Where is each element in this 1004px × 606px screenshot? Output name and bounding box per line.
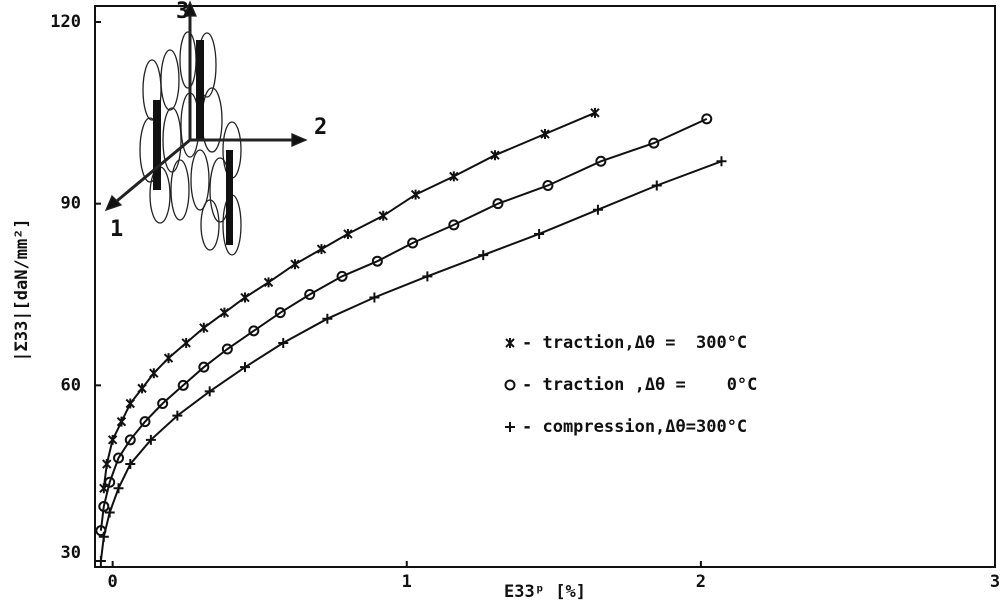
marker <box>157 398 169 409</box>
marker <box>492 198 504 210</box>
marker <box>595 155 607 167</box>
marker <box>124 434 136 446</box>
series-line <box>99 160 722 562</box>
inset-sketch <box>104 0 308 256</box>
marker <box>177 379 189 391</box>
y-axis-label: |Σ33|[daN/mm²] <box>12 218 32 361</box>
y-tick-label: 90 <box>61 194 81 214</box>
marker <box>104 507 115 518</box>
marker <box>172 410 183 421</box>
marker <box>304 289 316 300</box>
marker <box>116 416 127 427</box>
marker <box>113 452 125 464</box>
series-line <box>99 117 708 531</box>
marker <box>505 338 515 348</box>
marker <box>504 379 516 391</box>
marker <box>410 189 421 200</box>
marker <box>98 500 110 512</box>
marker <box>448 219 460 231</box>
marker <box>336 270 348 282</box>
legend-label: - traction ,Δθ = 0°C <box>522 375 757 395</box>
marker <box>98 531 109 542</box>
marker <box>316 244 327 255</box>
marker <box>322 313 333 324</box>
marker <box>274 307 286 319</box>
marker <box>290 259 300 270</box>
marker <box>590 107 600 118</box>
x-tick-label: 2 <box>696 572 706 592</box>
x-axis-label: E33ᵖ [%] <box>504 582 586 602</box>
marker <box>139 416 151 428</box>
marker <box>592 204 603 215</box>
marker <box>95 555 106 566</box>
legend-label: - traction,Δθ = 300°C <box>522 333 747 353</box>
marker <box>199 322 209 333</box>
marker <box>422 271 433 282</box>
marker <box>263 277 274 288</box>
marker <box>371 255 383 267</box>
marker <box>125 459 136 470</box>
marker <box>113 483 124 494</box>
inset-label: 1 <box>110 217 123 242</box>
y-tick-label: 30 <box>61 543 81 563</box>
marker <box>648 137 660 149</box>
marker <box>505 422 515 432</box>
y-tick-label: 60 <box>61 375 81 395</box>
series-line <box>102 111 596 489</box>
marker <box>490 150 500 161</box>
marker <box>542 180 554 191</box>
marker <box>204 386 215 397</box>
marker <box>278 337 289 348</box>
marker <box>540 129 550 140</box>
inset-label: 3 <box>176 0 189 24</box>
inset-label: 2 <box>314 115 327 140</box>
plot-frame <box>94 5 996 568</box>
marker <box>102 459 112 470</box>
marker <box>104 476 116 488</box>
marker <box>240 362 250 373</box>
marker <box>407 237 419 249</box>
marker <box>343 228 353 239</box>
marker <box>478 250 489 261</box>
y-tick-label: 120 <box>50 12 81 32</box>
marker <box>701 113 713 125</box>
x-tick-label: 1 <box>402 572 412 592</box>
marker <box>240 292 250 303</box>
marker <box>145 434 156 445</box>
marker <box>716 156 727 167</box>
marker <box>248 325 260 337</box>
marker <box>107 434 118 445</box>
marker <box>163 353 174 364</box>
marker <box>198 361 210 373</box>
marker <box>125 398 136 409</box>
marker <box>534 228 545 239</box>
marker <box>651 180 662 191</box>
marker <box>369 292 380 303</box>
x-tick-label: 3 <box>990 572 1000 592</box>
marker <box>219 307 230 318</box>
marker <box>181 337 191 348</box>
legend-label: - compression,Δθ=300°C <box>522 417 747 437</box>
marker <box>149 368 159 379</box>
marker <box>137 383 147 394</box>
marker <box>378 210 388 221</box>
marker <box>449 171 459 182</box>
x-tick-label: 0 <box>108 572 118 592</box>
marker <box>221 343 233 355</box>
